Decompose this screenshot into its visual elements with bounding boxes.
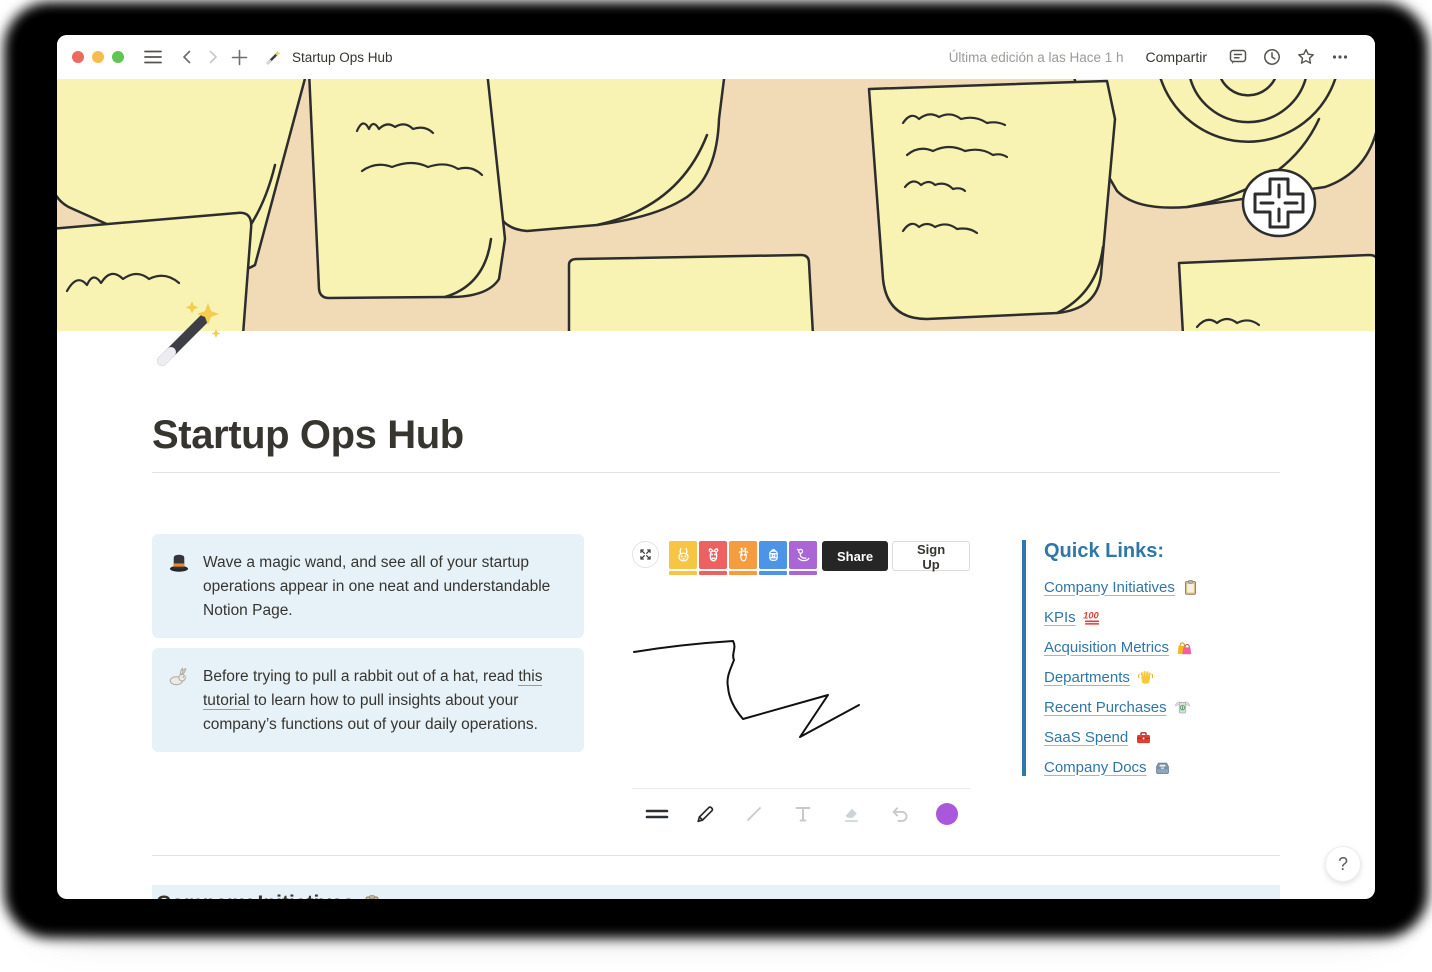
callout-column: Wave a magic wand, and see all of your s… (152, 534, 584, 762)
notion-window: Startup Ops Hub Última edición a las Hac… (57, 35, 1375, 899)
whiteboard-share-button[interactable]: Share (822, 541, 889, 571)
pencil-tool-icon[interactable] (693, 801, 719, 827)
quick-link-acquisition-metrics[interactable]: Acquisition Metrics (1044, 638, 1280, 656)
favorite-star-icon[interactable] (1293, 44, 1319, 70)
whiteboard-embed: Share Sign Up (632, 534, 970, 829)
share-menu-button[interactable]: Compartir (1145, 49, 1207, 65)
last-edited-label: Última edición a las Hace 1 h (948, 49, 1124, 65)
whiteboard-toolbar-divider (632, 788, 970, 789)
shopping-bags-emoji-icon (1176, 639, 1193, 656)
divider (152, 472, 1280, 473)
link-label: Company Initiatives (1044, 578, 1175, 596)
callout-rabbit-tutorial[interactable]: Before trying to pull a rabbit out of a … (152, 648, 584, 752)
callout-magic-wand[interactable]: Wave a magic wand, and see all of your s… (152, 534, 584, 638)
top-hat-emoji-icon (168, 552, 190, 574)
undo-icon[interactable] (887, 801, 913, 827)
page-title[interactable]: Startup Ops Hub (152, 413, 464, 457)
hundred-points-emoji-icon: 100 (1083, 609, 1100, 626)
page-content: Startup Ops Hub Wave a magic wand, a (57, 413, 1375, 899)
titlebar: Startup Ops Hub Última edición a las Hac… (57, 35, 1375, 79)
toolbox-emoji-icon (1135, 729, 1152, 746)
whiteboard-signup-button[interactable]: Sign Up (892, 541, 970, 572)
menu-bars-icon[interactable] (644, 801, 670, 827)
company-initiatives-section: Company Initiatives (152, 885, 1280, 899)
sidebar-menu-icon[interactable] (140, 44, 166, 70)
waving-hand-emoji-icon (1137, 669, 1154, 686)
breadcrumb-wand-icon (260, 44, 286, 70)
lantern-avatar (759, 541, 787, 575)
eraser-tool-icon[interactable] (839, 801, 865, 827)
whiteboard-header: Share Sign Up (632, 541, 970, 577)
pen-color-swatch[interactable] (935, 802, 958, 825)
quick-link-company-docs[interactable]: Company Docs (1044, 758, 1280, 776)
comments-icon[interactable] (1225, 44, 1251, 70)
minimize-window-button[interactable] (92, 51, 104, 63)
divider (152, 855, 1280, 856)
link-label: Recent Purchases (1044, 698, 1167, 716)
money-with-wings-emoji-icon (1174, 699, 1191, 716)
fullscreen-expand-icon[interactable] (632, 541, 659, 568)
callout-text: Before trying to pull a rabbit out of a … (203, 665, 568, 737)
three-column-layout: Wave a magic wand, and see all of your s… (152, 534, 1280, 829)
page-cover-image[interactable] (57, 79, 1375, 331)
clipboard-emoji-icon (362, 894, 382, 899)
quick-links-heading: Quick Links: (1044, 540, 1165, 562)
text-tool-icon[interactable] (790, 801, 816, 827)
quick-links-panel: Quick Links: Company Initiatives KPIs 10… (1022, 540, 1280, 788)
card-file-box-emoji-icon (1154, 759, 1171, 776)
link-label: KPIs (1044, 608, 1076, 626)
tutorial-link[interactable]: this tutorial (203, 668, 543, 710)
collaborator-avatars (669, 541, 817, 575)
link-label: Acquisition Metrics (1044, 638, 1170, 656)
callout-text: Wave a magic wand, and see all of your s… (203, 554, 551, 619)
breadcrumb[interactable]: Startup Ops Hub (292, 49, 393, 65)
new-tab-icon[interactable] (226, 44, 252, 70)
history-clock-icon[interactable] (1259, 44, 1285, 70)
help-button[interactable]: ? (1325, 846, 1361, 882)
quick-link-kpis[interactable]: KPIs 100 (1044, 608, 1280, 626)
clipboard-emoji-icon (1182, 579, 1199, 596)
svg-text:100: 100 (1083, 610, 1099, 620)
close-window-button[interactable] (72, 51, 84, 63)
link-label: Departments (1044, 668, 1130, 686)
white-rabbit-emoji-icon (168, 666, 190, 688)
quick-link-saas-spend[interactable]: SaaS Spend (1044, 728, 1280, 746)
more-options-icon[interactable] (1327, 44, 1353, 70)
magic-wand-page-icon[interactable] (150, 297, 226, 373)
section-heading[interactable]: Company Initiatives (156, 892, 1276, 899)
link-label: SaaS Spend (1044, 728, 1129, 746)
quick-link-company-initiatives[interactable]: Company Initiatives (1044, 578, 1280, 596)
callout-text-after: to learn how to pull insights about your… (203, 692, 538, 733)
quick-link-departments[interactable]: Departments (1044, 668, 1280, 686)
whiteboard-drawing-canvas[interactable] (632, 577, 970, 783)
zoom-window-button[interactable] (112, 51, 124, 63)
giraffe-avatar (729, 541, 757, 575)
snake-avatar (789, 541, 817, 575)
line-tool-icon[interactable] (741, 801, 767, 827)
quick-link-recent-purchases[interactable]: Recent Purchases (1044, 698, 1280, 716)
section-heading-label: Company Initiatives (156, 892, 354, 899)
whiteboard-toolbar (632, 789, 970, 829)
back-icon[interactable] (174, 44, 200, 70)
callout-text-before: Before trying to pull a rabbit out of a … (203, 668, 519, 685)
link-label: Company Docs (1044, 758, 1147, 776)
forward-icon[interactable] (200, 44, 226, 70)
rabbit-avatar (669, 541, 697, 575)
cow-avatar (699, 541, 727, 575)
